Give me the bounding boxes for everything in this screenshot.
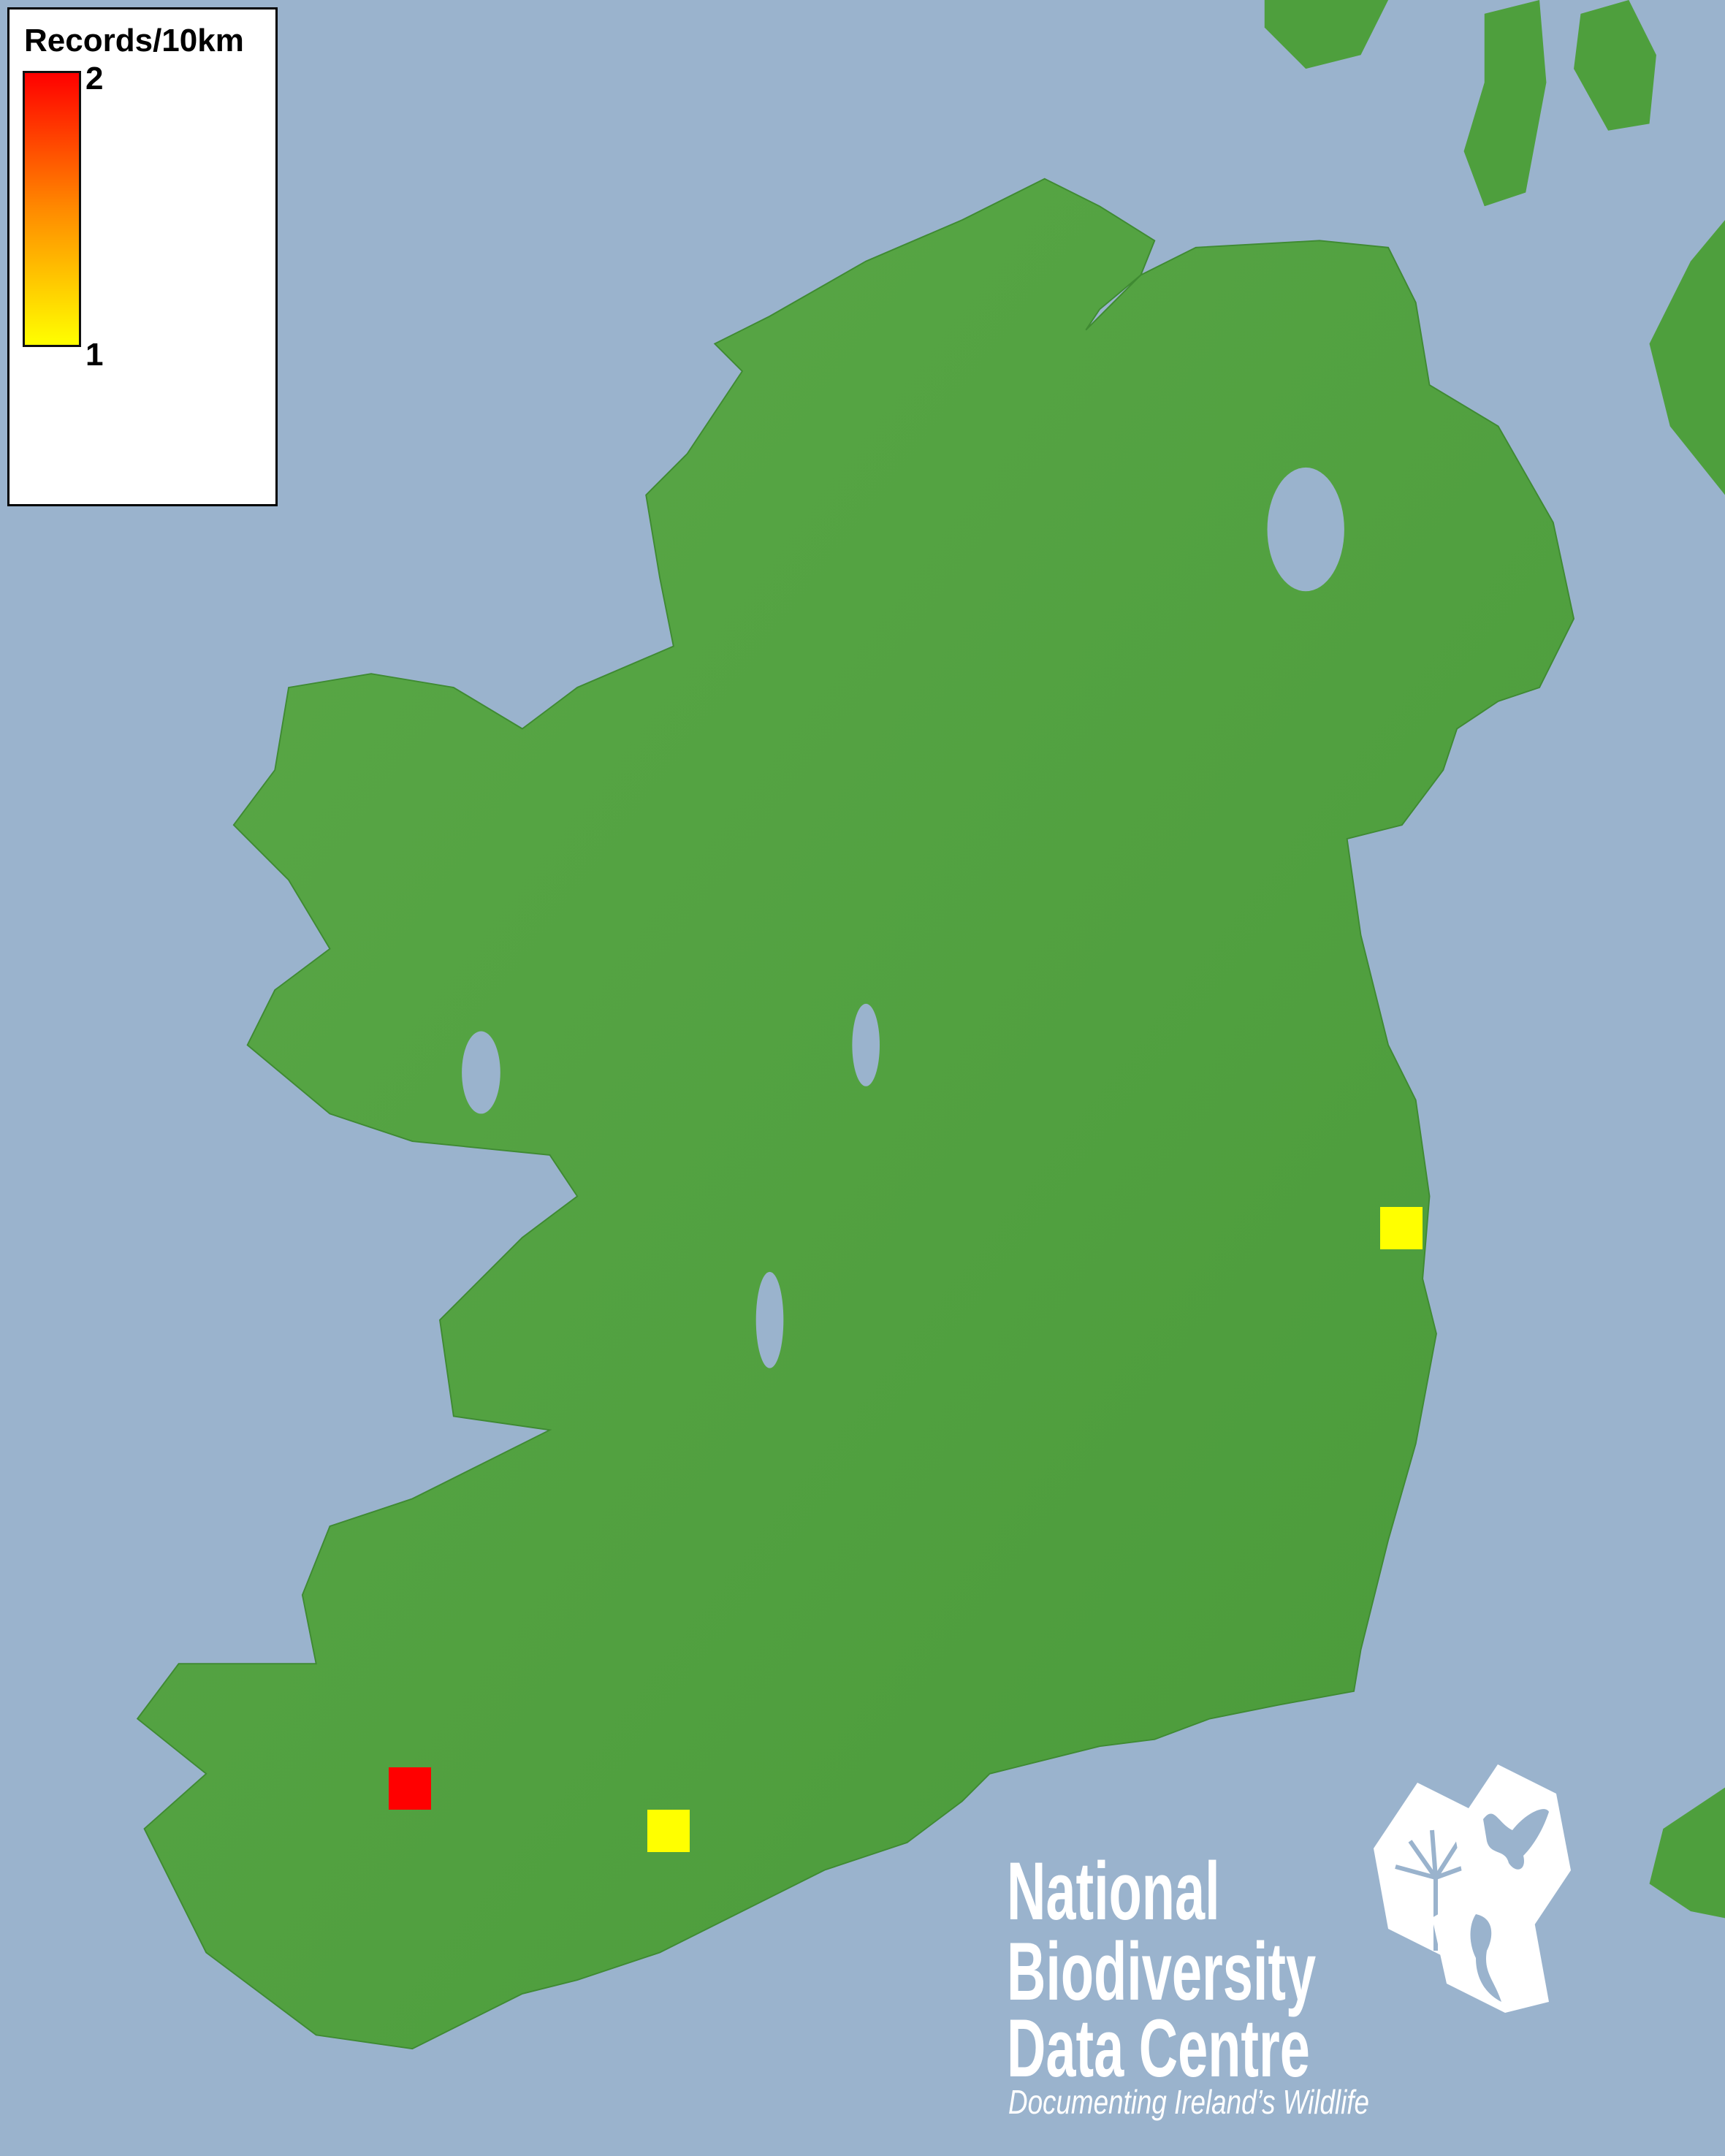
seahorse-icon: [1432, 1892, 1549, 2013]
legend-title: Records/10km: [24, 23, 244, 58]
lough-corrib: [462, 1031, 500, 1114]
logo-line-data-centre: Data Centre: [1007, 2003, 1310, 2094]
scotland-islay: [1463, 0, 1547, 207]
legend-color-ramp: [23, 71, 81, 347]
logo-line-biodiversity: Biodiversity: [1007, 1926, 1317, 2017]
lough-ree: [852, 1003, 880, 1086]
legend: Records/10km 2 1: [7, 7, 278, 506]
lough-derg: [755, 1271, 784, 1368]
legend-max-label: 2: [85, 61, 104, 96]
scotland-galloway: [1649, 220, 1725, 495]
record-cell-1[interactable]: [1380, 1207, 1423, 1249]
logo-hexagons: [1374, 1764, 1571, 2013]
logo-tagline: Documenting Ireland’s Wildlife: [1008, 2083, 1369, 2121]
scotland-landmass: [1264, 0, 1389, 69]
record-cell-2[interactable]: [389, 1767, 431, 1810]
scotland-arran: [1574, 0, 1656, 131]
isle-of-man: [1649, 1787, 1725, 1919]
ireland-landmass: [136, 178, 1575, 2050]
lough-neagh: [1267, 467, 1344, 592]
legend-min-label: 1: [85, 337, 104, 373]
logo-line-national: National: [1007, 1845, 1220, 1937]
record-cell-3[interactable]: [647, 1810, 690, 1852]
butterfly-icon: [1454, 1764, 1571, 1936]
